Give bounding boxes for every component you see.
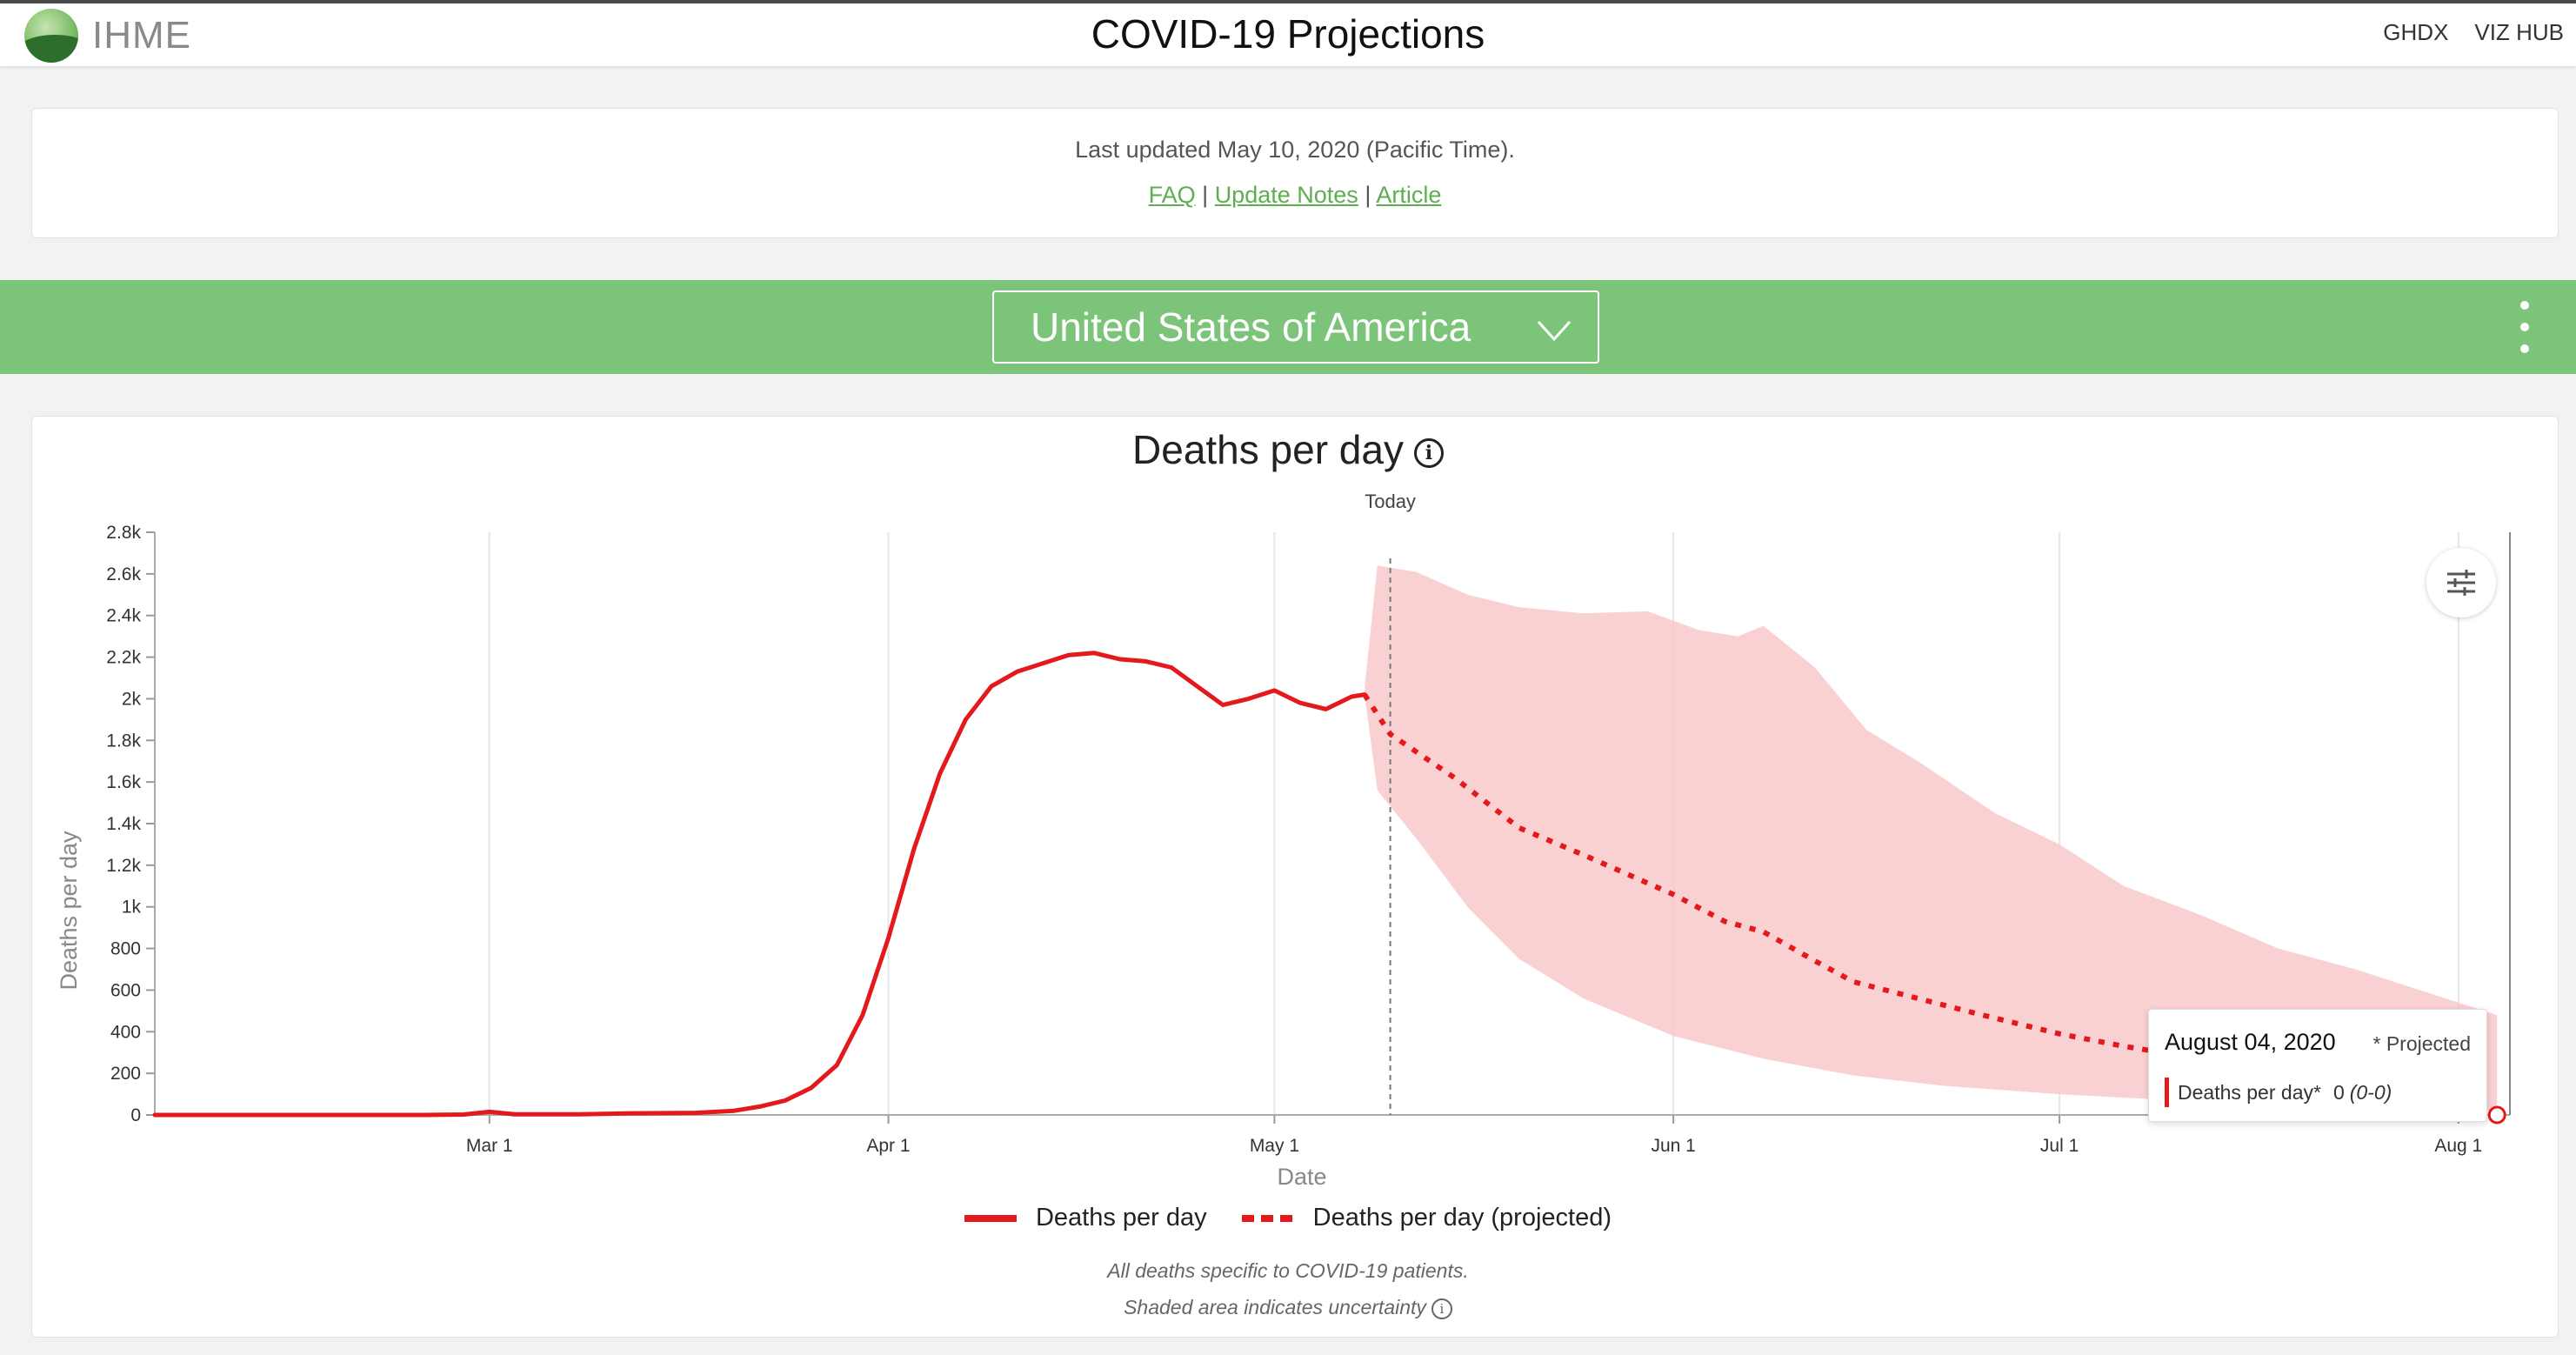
tooltip-swatch (2165, 1078, 2169, 1107)
x-tick-label: Apr 1 (866, 1136, 910, 1156)
footnote-1: All deaths specific to COVID-19 patients… (1107, 1259, 1469, 1282)
y-tick-label: 800 (110, 939, 141, 959)
y-tick-label: 2.4k (106, 606, 141, 626)
logo-text: IHME (92, 14, 191, 57)
tooltip-value: 0 (2332, 1080, 2345, 1104)
ihme-logo[interactable]: IHME (24, 9, 191, 63)
sliders-icon (2447, 570, 2475, 596)
top-bar: IHME COVID-19 Projections GHDX VIZ HUB (0, 0, 2576, 66)
legend-item-projected[interactable]: Deaths per day (projected) (1241, 1204, 1612, 1232)
y-tick-label: 1.4k (106, 814, 141, 834)
legend-label-projected: Deaths per day (projected) (1312, 1204, 1612, 1232)
update-info-card: Last updated May 10, 2020 (Pacific Time)… (31, 108, 2559, 238)
ghdx-link[interactable]: GHDX (2383, 19, 2449, 45)
update-notes-link[interactable]: Update Notes (1214, 182, 1358, 208)
top-links: GHDX VIZ HUB (2383, 19, 2564, 46)
link-separator: | (1365, 182, 1371, 208)
y-tick-label: 1.2k (106, 856, 141, 876)
y-tick-label: 0 (130, 1105, 141, 1125)
x-tick-label: Aug 1 (2434, 1136, 2482, 1156)
x-axis-title: Date (1277, 1164, 1326, 1190)
hover-tooltip: August 04, 2020 * Projected Deaths per d… (2148, 1009, 2487, 1122)
y-tick-label: 2.2k (106, 648, 141, 668)
uncertainty-band (1365, 565, 2498, 1111)
x-tick-label: May 1 (1250, 1136, 1299, 1156)
tooltip-row: Deaths per day* 0 (0-0) (2165, 1078, 2392, 1107)
chart-card (31, 416, 2559, 1338)
location-bar: United States of America (0, 280, 2576, 374)
ihme-logo-icon (24, 9, 78, 63)
y-tick-label: 1k (122, 898, 142, 918)
x-tick-label: Mar 1 (466, 1136, 513, 1156)
y-tick-label: 2.8k (106, 523, 141, 543)
uncertainty-info-icon[interactable]: i (1431, 1298, 1452, 1319)
y-tick-label: 600 (110, 980, 141, 1000)
chevron-down-icon (1537, 320, 1572, 342)
y-tick-label: 2.6k (106, 564, 141, 584)
faq-link[interactable]: FAQ (1148, 182, 1196, 208)
tooltip-date: August 04, 2020 (2165, 1029, 2336, 1055)
chart-title-text: Deaths per day (1132, 427, 1404, 472)
chart-legend: Deaths per day Deaths per day (projected… (0, 1204, 2576, 1232)
location-select[interactable]: United States of America (992, 290, 1599, 364)
chart-settings-button[interactable] (2426, 548, 2496, 617)
link-separator: | (1202, 182, 1209, 208)
viz-hub-link[interactable]: VIZ HUB (2474, 19, 2564, 45)
page-title: COVID-19 Projections (1091, 11, 1485, 57)
actual-deaths-line (152, 651, 1367, 1118)
tooltip-range: (0-0) (2349, 1080, 2392, 1104)
footnote-2-text: Shaded area indicates uncertainty (1124, 1296, 1426, 1318)
chart-title: Deaths per day i (0, 426, 2576, 473)
y-tick-label: 1.6k (106, 772, 141, 792)
y-axis-title: Deaths per day (56, 831, 82, 991)
x-tick-label: Jun 1 (1651, 1136, 1695, 1156)
info-links: FAQ | Update Notes | Article (32, 182, 2558, 209)
today-label: Today (1365, 491, 1416, 512)
y-tick-label: 200 (110, 1064, 141, 1084)
hover-point-marker[interactable] (2487, 1105, 2506, 1125)
y-tick-label: 1.8k (106, 731, 141, 751)
legend-swatch-solid (964, 1214, 1017, 1222)
footnote-2: Shaded area indicates uncertainty i (0, 1296, 2576, 1319)
legend-swatch-dashed (1241, 1214, 1294, 1222)
x-tick-label: Jul 1 (2040, 1136, 2079, 1156)
location-select-value: United States of America (1031, 304, 1472, 350)
y-tick-label: 400 (110, 1022, 141, 1042)
legend-label-actual: Deaths per day (1035, 1204, 1207, 1232)
last-updated-text: Last updated May 10, 2020 (Pacific Time)… (1075, 137, 1515, 163)
tooltip-series-label: Deaths per day* (2178, 1080, 2321, 1104)
legend-item-actual[interactable]: Deaths per day (964, 1204, 1207, 1232)
y-tick-label: 2k (122, 689, 142, 709)
article-link[interactable]: Article (1376, 182, 1442, 208)
tooltip-projected-flag: * Projected (2372, 1032, 2471, 1055)
more-options-icon[interactable] (2519, 301, 2531, 353)
info-icon[interactable]: i (1413, 437, 1444, 468)
